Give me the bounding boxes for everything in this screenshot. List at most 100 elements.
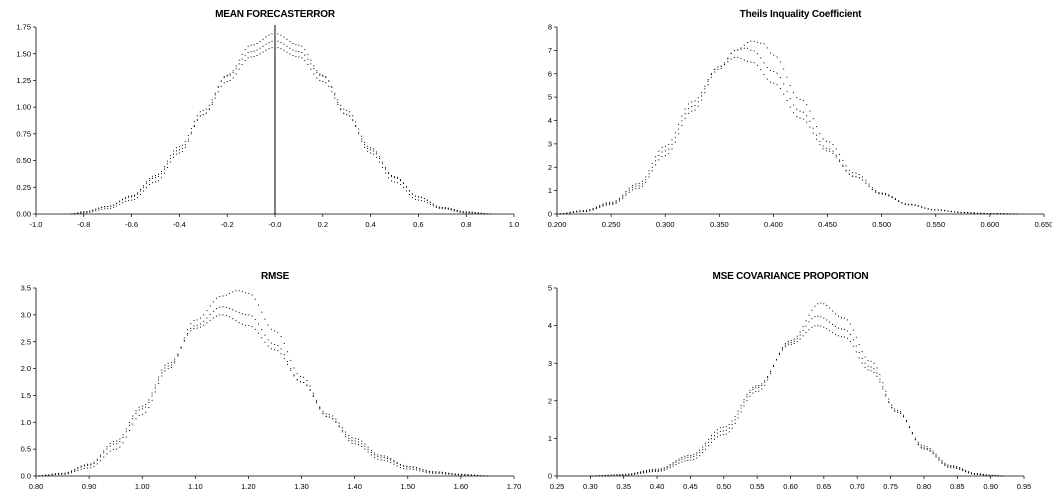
data-point — [474, 212, 476, 214]
data-point — [83, 467, 85, 469]
data-point — [722, 434, 724, 436]
data-point — [697, 105, 699, 107]
data-point — [638, 187, 640, 189]
data-point — [849, 323, 851, 325]
data-point — [93, 461, 95, 463]
data-point — [802, 111, 804, 113]
data-point — [661, 146, 663, 148]
data-point — [265, 49, 267, 51]
y-tick-label: 0.25 — [16, 183, 31, 192]
data-point — [348, 440, 350, 442]
data-point — [940, 209, 942, 211]
data-point — [116, 448, 118, 450]
data-point — [716, 429, 718, 431]
data-point — [332, 418, 334, 420]
data-point — [183, 339, 185, 341]
data-point — [990, 213, 992, 215]
data-point — [303, 376, 305, 378]
data-point — [944, 465, 946, 467]
data-point — [814, 325, 816, 327]
series-3 — [71, 32, 491, 215]
data-point — [338, 422, 340, 424]
data-point — [380, 456, 382, 458]
data-point — [861, 362, 863, 364]
data-point — [848, 173, 850, 175]
data-point — [454, 473, 456, 475]
data-point — [202, 109, 204, 111]
data-point — [167, 362, 169, 364]
data-point — [80, 466, 82, 468]
data-point — [113, 204, 115, 206]
chart-title: RMSE — [261, 271, 290, 282]
data-point — [586, 211, 588, 213]
data-point — [776, 72, 778, 74]
data-point — [248, 314, 250, 316]
data-point — [259, 53, 261, 55]
data-point — [286, 45, 288, 47]
data-point — [119, 203, 121, 205]
data-point — [164, 370, 166, 372]
data-point — [691, 101, 693, 103]
data-point — [746, 400, 748, 402]
data-point — [267, 339, 269, 341]
data-point — [219, 314, 221, 316]
data-point — [163, 166, 165, 168]
data-point — [986, 213, 988, 215]
data-point — [238, 312, 240, 314]
chart-title: MSE COVARIANCE PROPORTION — [713, 271, 869, 282]
data-point — [1006, 213, 1008, 215]
y-tick-label: 7 — [548, 46, 552, 55]
data-point — [802, 330, 804, 332]
data-point — [835, 313, 837, 315]
data-point — [254, 298, 256, 300]
data-point — [894, 410, 896, 412]
data-point — [403, 465, 405, 467]
data-point — [80, 468, 82, 470]
data-point — [345, 436, 347, 438]
data-point — [489, 213, 491, 215]
data-point — [403, 465, 405, 467]
data-point — [790, 343, 792, 345]
data-point — [175, 153, 177, 155]
data-point — [858, 352, 860, 354]
data-point — [820, 316, 822, 318]
y-tick-label: 1.00 — [16, 103, 31, 112]
data-point — [376, 151, 378, 153]
data-point — [149, 179, 151, 181]
data-point — [172, 156, 174, 158]
data-point — [157, 180, 159, 182]
data-point — [307, 58, 309, 60]
data-point — [229, 73, 231, 75]
series-3 — [35, 290, 488, 477]
data-point — [713, 438, 715, 440]
data-point — [226, 75, 228, 77]
data-point — [205, 112, 207, 114]
data-point — [340, 109, 342, 111]
data-point — [253, 50, 255, 52]
data-point — [420, 199, 422, 201]
data-point — [648, 176, 650, 178]
data-point — [778, 352, 780, 354]
data-point — [793, 338, 795, 340]
data-point — [672, 465, 674, 467]
data-point — [829, 150, 831, 152]
data-point — [235, 68, 237, 70]
data-point — [232, 70, 234, 72]
data-point — [219, 306, 221, 308]
y-tick-label: 2 — [548, 163, 552, 172]
data-point — [181, 148, 183, 150]
data-point — [651, 163, 653, 165]
data-point — [259, 47, 261, 49]
data-point — [773, 82, 775, 84]
data-point — [731, 427, 733, 429]
data-point — [820, 325, 822, 327]
data-point — [846, 337, 848, 339]
data-point — [870, 360, 872, 362]
data-point — [325, 76, 327, 78]
data-point — [412, 468, 414, 470]
data-point — [781, 348, 783, 350]
data-point — [351, 439, 353, 441]
data-point — [77, 469, 79, 471]
data-point — [391, 175, 393, 176]
data-point — [696, 454, 698, 456]
